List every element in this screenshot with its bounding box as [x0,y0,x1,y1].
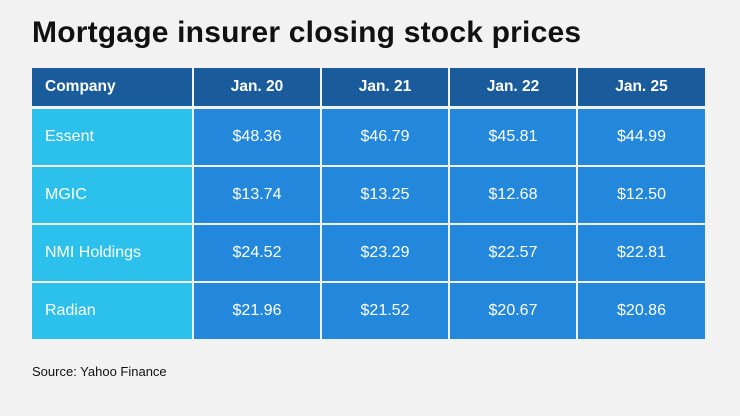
chart-title: Mortgage insurer closing stock prices [32,16,582,49]
price-cell: $48.36 [194,109,322,167]
company-name-cell: Radian [32,283,194,341]
price-cell: $46.79 [322,109,450,167]
column-header: Jan. 20 [194,68,322,109]
price-cell: $13.74 [194,167,322,225]
price-cell: $22.57 [450,225,578,283]
column-header: Jan. 25 [578,68,705,109]
price-cell: $44.99 [578,109,705,167]
price-cell: $20.86 [578,283,705,341]
stock-price-table: Company Jan. 20 Jan. 21 Jan. 22 Jan. 25 Essen… [32,68,705,341]
company-name-cell: Essent [32,109,194,167]
price-cell: $22.81 [578,225,705,283]
price-cell: $21.96 [194,283,322,341]
company-name-cell: NMI Holdings [32,225,194,283]
price-cell: $12.50 [578,167,705,225]
column-header: Jan. 21 [322,68,450,109]
price-cell: $45.81 [450,109,578,167]
source-note: Source: Yahoo Finance [32,364,167,379]
price-cell: $13.25 [322,167,450,225]
column-header: Company [32,68,194,109]
price-cell: $21.52 [322,283,450,341]
price-cell: $23.29 [322,225,450,283]
price-cell: $20.67 [450,283,578,341]
column-header: Jan. 22 [450,68,578,109]
price-cell: $12.68 [450,167,578,225]
company-name-cell: MGIC [32,167,194,225]
price-cell: $24.52 [194,225,322,283]
